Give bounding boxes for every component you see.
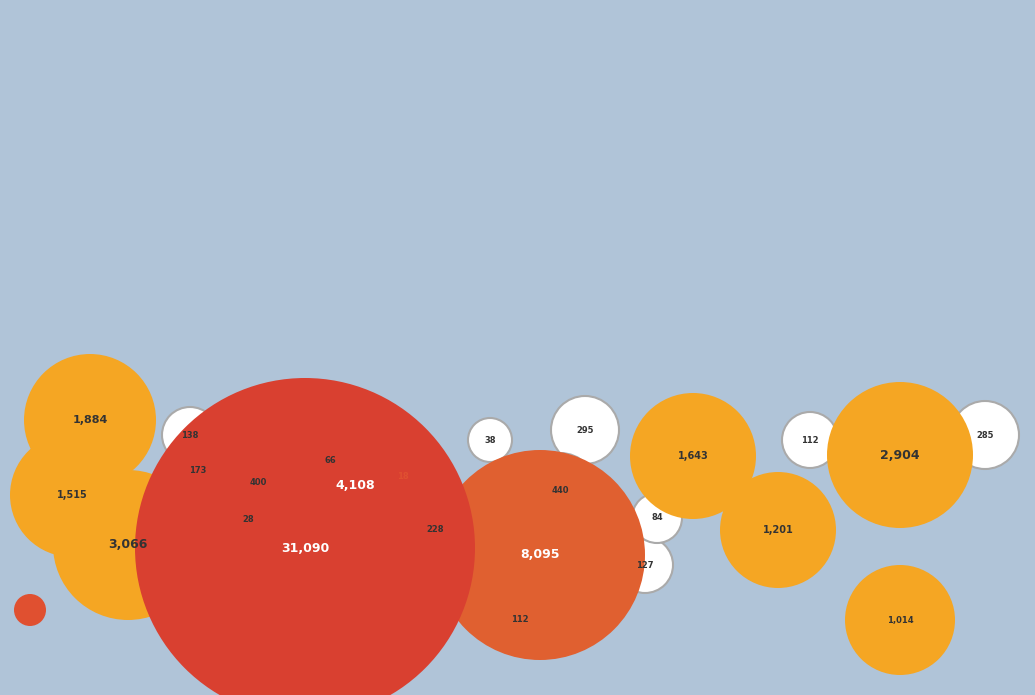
Circle shape	[782, 412, 838, 468]
Circle shape	[630, 393, 756, 519]
Text: 28: 28	[242, 516, 254, 525]
Circle shape	[135, 378, 475, 695]
Circle shape	[162, 407, 218, 463]
Circle shape	[228, 500, 268, 540]
Circle shape	[951, 401, 1019, 469]
Text: 1,643: 1,643	[678, 451, 708, 461]
Circle shape	[468, 418, 512, 462]
Text: 295: 295	[576, 425, 594, 434]
Text: 10: 10	[24, 605, 36, 614]
Text: 3,066: 3,066	[109, 539, 148, 552]
Text: 4,108: 4,108	[335, 478, 375, 491]
Text: 138: 138	[181, 430, 199, 439]
Circle shape	[617, 537, 673, 593]
Circle shape	[24, 354, 156, 486]
Text: 285: 285	[976, 430, 994, 439]
Text: 112: 112	[511, 616, 529, 625]
Circle shape	[492, 592, 548, 648]
Text: 66: 66	[324, 455, 336, 464]
Text: 1,884: 1,884	[72, 415, 108, 425]
Circle shape	[632, 493, 682, 543]
Text: 31,090: 31,090	[280, 541, 329, 555]
Circle shape	[523, 453, 597, 527]
Text: 1,014: 1,014	[887, 616, 913, 625]
Circle shape	[53, 470, 203, 620]
Text: 400: 400	[249, 477, 267, 486]
Text: 127: 127	[637, 560, 654, 569]
Circle shape	[435, 450, 645, 660]
Text: 1,515: 1,515	[57, 490, 87, 500]
Text: 2,904: 2,904	[880, 448, 920, 461]
Text: 173: 173	[189, 466, 207, 475]
Text: 440: 440	[552, 486, 569, 495]
Circle shape	[10, 433, 134, 557]
Text: 18: 18	[397, 471, 409, 480]
Circle shape	[845, 565, 955, 675]
Circle shape	[385, 458, 421, 494]
Text: 84: 84	[651, 514, 662, 523]
Circle shape	[720, 472, 836, 588]
Circle shape	[221, 446, 294, 518]
Circle shape	[403, 498, 467, 562]
Circle shape	[168, 440, 228, 500]
Circle shape	[827, 382, 973, 528]
Circle shape	[273, 403, 437, 567]
Text: 1,201: 1,201	[763, 525, 794, 535]
Circle shape	[14, 594, 46, 626]
Text: 228: 228	[426, 525, 444, 534]
Text: 112: 112	[801, 436, 819, 445]
Text: 38: 38	[484, 436, 496, 445]
Circle shape	[551, 396, 619, 464]
Text: 8,095: 8,095	[521, 548, 560, 562]
Circle shape	[306, 436, 354, 484]
